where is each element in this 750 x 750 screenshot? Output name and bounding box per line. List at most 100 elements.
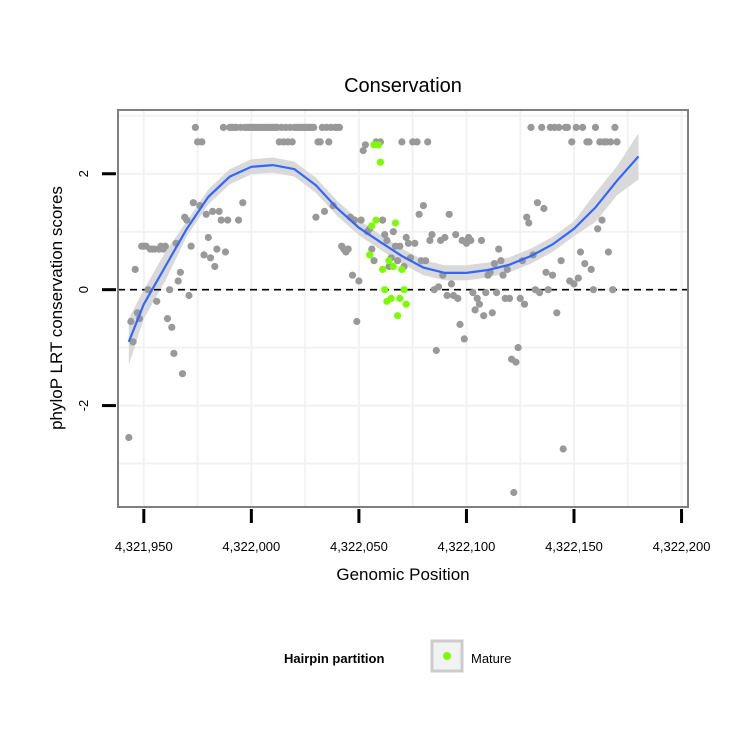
score-point	[482, 289, 490, 297]
legend-title: Hairpin partition	[284, 651, 384, 666]
score-point	[359, 147, 367, 155]
score-point	[576, 248, 585, 256]
score-point	[402, 233, 410, 242]
score-point	[161, 242, 169, 250]
score-point	[574, 274, 582, 282]
y-tick-label: 2	[76, 170, 91, 177]
score-point	[587, 265, 595, 273]
score-point	[563, 123, 572, 131]
mature-point	[379, 265, 387, 273]
mature-point	[366, 251, 374, 259]
score-point	[396, 242, 404, 250]
score-point	[355, 277, 363, 285]
x-tick-label: 4,322,100	[438, 539, 496, 554]
score-point	[432, 346, 440, 355]
score-point	[533, 199, 542, 207]
score-point	[178, 370, 187, 378]
score-point	[198, 138, 206, 146]
mature-point	[400, 286, 408, 294]
score-point	[540, 204, 548, 213]
score-point	[589, 286, 598, 294]
score-point	[394, 257, 402, 265]
score-point	[344, 245, 352, 253]
score-point	[131, 265, 139, 273]
score-point	[219, 123, 227, 131]
score-point	[585, 138, 593, 146]
score-point	[389, 228, 397, 236]
score-point	[456, 320, 464, 328]
score-point	[553, 309, 561, 317]
score-point	[183, 216, 191, 224]
score-point	[357, 216, 365, 224]
score-point	[168, 323, 176, 331]
score-point	[127, 317, 135, 326]
score-point	[204, 233, 212, 242]
score-point	[239, 199, 247, 207]
y-axis-title: phyloP LRT conservation scores	[47, 186, 66, 430]
smooth-fit-line	[127, 155, 640, 343]
y-tick-label: 0	[76, 286, 91, 293]
score-point	[419, 202, 427, 210]
score-point	[607, 138, 615, 146]
score-point	[368, 245, 376, 253]
score-point	[316, 138, 324, 146]
score-point	[536, 289, 544, 297]
score-point	[221, 248, 230, 256]
score-point	[493, 289, 501, 297]
score-point	[471, 306, 479, 314]
panel-background	[118, 110, 688, 507]
score-point	[153, 297, 161, 305]
score-point	[497, 257, 505, 265]
score-point	[544, 286, 552, 294]
score-point	[209, 207, 217, 215]
score-point	[611, 123, 619, 131]
score-point	[191, 123, 199, 131]
score-point	[520, 300, 529, 308]
score-point	[460, 335, 468, 343]
score-point	[568, 138, 576, 146]
mature-point	[398, 265, 406, 273]
score-point	[512, 358, 520, 366]
score-point	[579, 123, 587, 131]
score-point	[559, 445, 567, 453]
score-point	[473, 294, 481, 302]
mature-point	[402, 300, 410, 308]
y-tick-label: -2	[76, 400, 91, 412]
score-point	[335, 123, 344, 131]
panel-border	[117, 109, 689, 508]
score-point	[557, 257, 565, 265]
x-tick-label: 4,322,000	[222, 539, 280, 554]
score-point	[325, 138, 333, 146]
score-point	[202, 210, 210, 218]
score-point	[527, 123, 535, 131]
score-point	[206, 254, 215, 262]
score-point	[426, 236, 434, 244]
score-point	[613, 138, 621, 146]
score-point	[361, 141, 369, 149]
score-point	[125, 433, 133, 442]
score-point	[310, 123, 318, 131]
score-point	[320, 207, 329, 215]
score-point	[538, 123, 546, 131]
mature-point	[372, 216, 380, 224]
score-point	[467, 236, 475, 244]
legend-label-mature: Mature	[471, 651, 511, 666]
score-point	[422, 257, 430, 265]
score-point	[495, 245, 503, 253]
score-point	[189, 199, 197, 207]
score-point	[499, 271, 507, 279]
score-point	[404, 239, 412, 247]
score-point	[398, 138, 406, 146]
score-point	[604, 248, 613, 256]
score-point	[452, 231, 460, 239]
score-point	[224, 216, 232, 224]
score-point	[542, 268, 550, 276]
score-point	[187, 242, 195, 250]
mature-point	[396, 294, 404, 302]
score-point	[525, 219, 533, 227]
x-axis-title: Genomic Position	[336, 565, 469, 584]
x-axis: 4,321,950 4,322,000 4,322,050 4,322,100 4,32…	[115, 509, 710, 554]
score-point	[516, 294, 524, 302]
score-point	[129, 338, 137, 346]
